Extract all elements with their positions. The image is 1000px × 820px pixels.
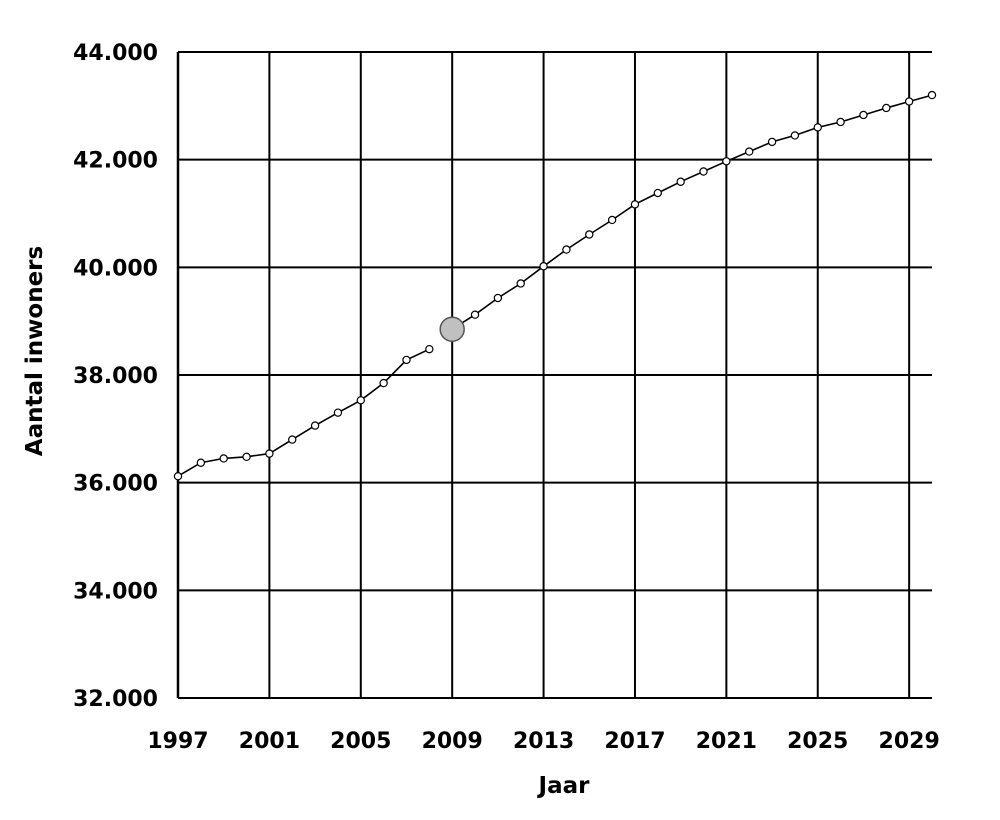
y-tick-label: 40.000 — [73, 256, 158, 281]
y-tick-label: 36.000 — [73, 472, 158, 497]
data-point — [927, 90, 937, 100]
data-point — [813, 123, 822, 132]
data-point — [836, 117, 845, 127]
data-point — [470, 310, 480, 319]
grid-layer — [176, 51, 932, 699]
data-point — [265, 449, 274, 458]
data-point — [767, 137, 777, 147]
x-tick-label: 2021 — [696, 729, 757, 754]
data-point — [425, 344, 434, 354]
data-point — [607, 215, 617, 225]
x-tick-label: 2017 — [604, 729, 665, 754]
y-tick-label: 34.000 — [73, 579, 158, 604]
x-tick-label: 2025 — [787, 729, 848, 754]
data-point — [585, 230, 594, 239]
y-axis-title: Aantal inwoners — [22, 246, 48, 456]
data-point — [790, 131, 800, 140]
data-point — [356, 396, 365, 405]
data-point — [630, 200, 640, 209]
series-layer — [177, 94, 933, 477]
series-line-forecast — [451, 94, 933, 330]
data-point — [676, 177, 685, 186]
tick-label-layer: 32.000 34.000 36.000 38.000 40.000 42.000 44.0… — [73, 41, 940, 754]
data-point — [653, 188, 663, 198]
y-tick-label: 44.000 — [73, 41, 158, 66]
data-point — [493, 293, 503, 303]
x-tick-label: 2005 — [330, 729, 391, 754]
x-tick-label: 2013 — [513, 729, 574, 754]
data-point — [242, 452, 251, 462]
y-tick-label: 38.000 — [73, 364, 158, 389]
data-point — [219, 454, 228, 463]
data-point — [379, 378, 388, 388]
data-point — [859, 110, 868, 120]
data-point — [173, 472, 183, 481]
x-tick-label: 1997 — [147, 729, 208, 754]
data-point — [562, 245, 571, 254]
highlight-point — [439, 316, 465, 342]
data-point — [288, 435, 297, 444]
data-point — [722, 157, 731, 166]
data-point — [699, 167, 708, 176]
data-point — [196, 458, 206, 467]
data-point — [539, 262, 548, 271]
data-point — [402, 355, 411, 365]
data-point — [882, 103, 891, 113]
point-layer — [173, 90, 937, 481]
y-tick-label: 32.000 — [73, 687, 158, 712]
x-tick-label: 2029 — [879, 729, 940, 754]
x-tick-label: 2001 — [239, 729, 300, 754]
x-axis-title: Jaar — [537, 773, 591, 799]
data-point — [310, 421, 320, 430]
data-point — [904, 97, 914, 106]
series-line-historic — [177, 348, 430, 477]
data-point — [333, 408, 343, 417]
data-point — [745, 147, 754, 156]
data-point — [516, 279, 525, 288]
x-tick-label: 2009 — [422, 729, 483, 754]
y-tick-label: 42.000 — [73, 149, 158, 174]
